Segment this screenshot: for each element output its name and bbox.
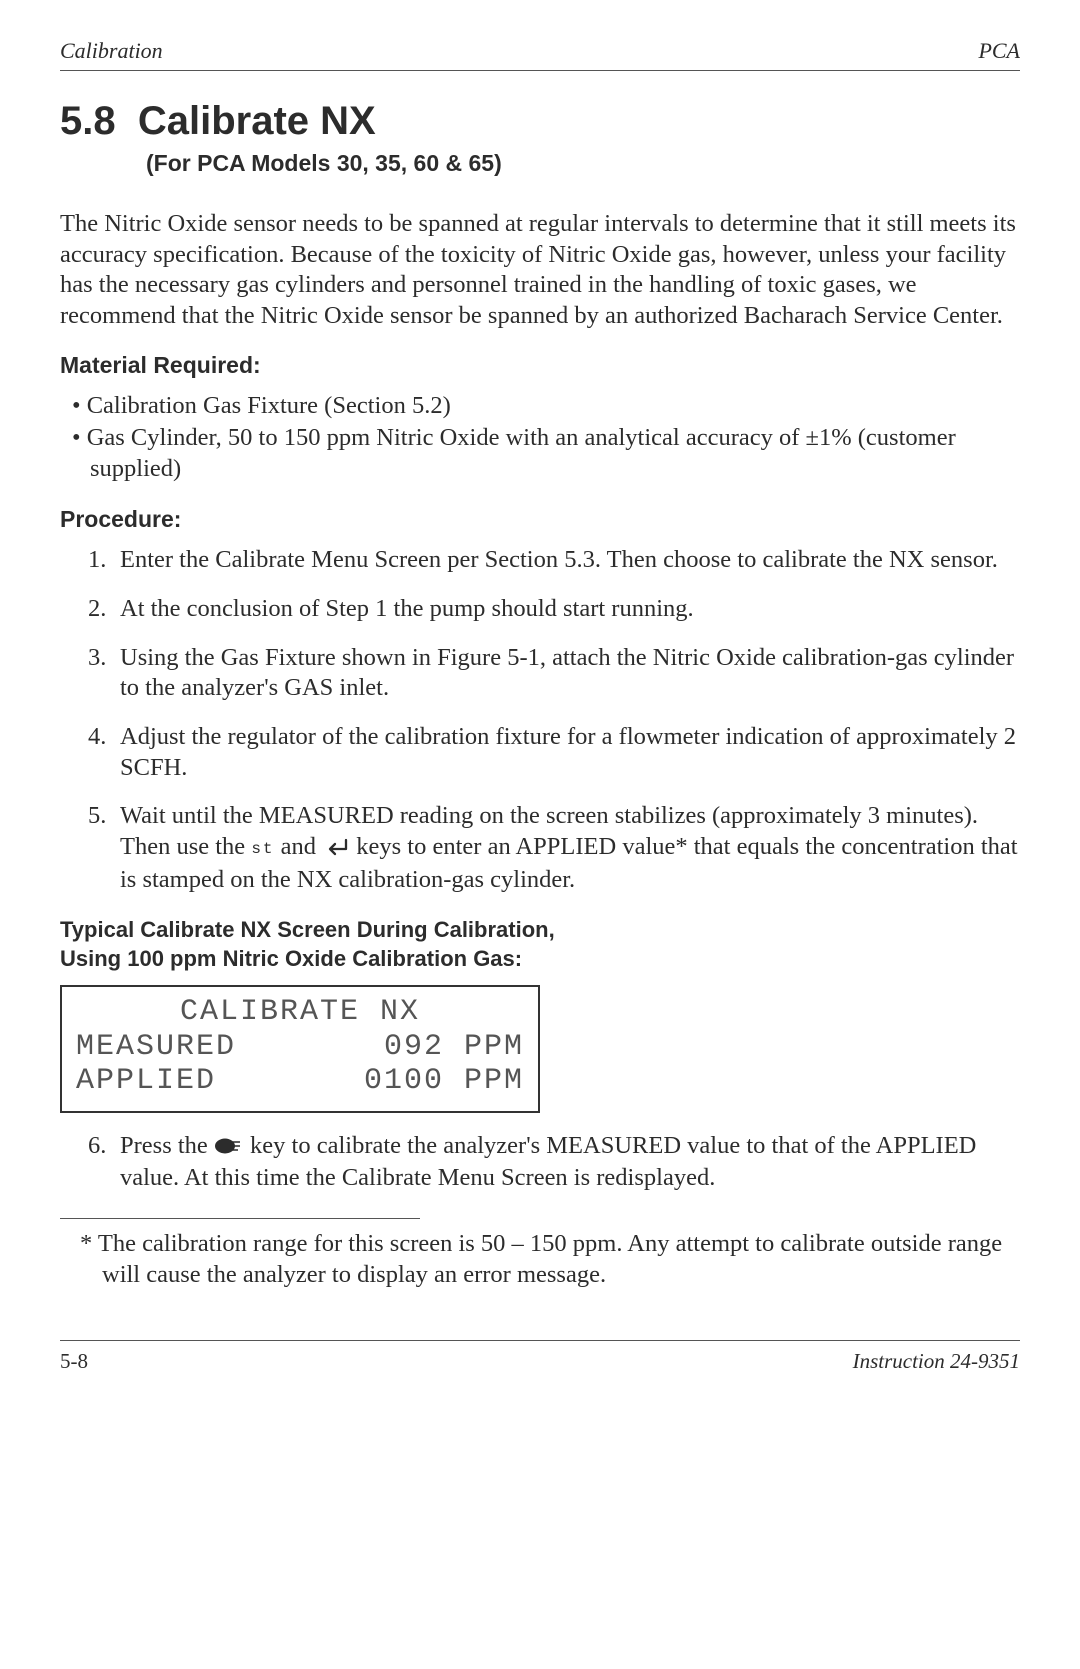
intro-paragraph: The Nitric Oxide sensor needs to be span… [60,209,1020,332]
header-right: PCA [978,38,1020,64]
list-item: Enter the Calibrate Menu Screen per Sect… [60,545,1020,576]
page-footer: 5-8 Instruction 24-9351 [60,1349,1020,1374]
lcd-value: 0100 PPM [364,1064,524,1099]
header-left: Calibration [60,38,163,64]
lcd-row: MEASURED 092 PPM [76,1030,524,1065]
lcd-label: MEASURED [76,1030,236,1065]
lcd-title: CALIBRATE NX [76,995,524,1030]
step5-mid: and [275,833,323,860]
lcd-label: APPLIED [76,1064,216,1099]
list-item: At the conclusion of Step 1 the pump sho… [60,594,1020,625]
procedure-list: Enter the Calibrate Menu Screen per Sect… [60,545,1020,896]
lcd-screen: CALIBRATE NX MEASURED 092 PPM APPLIED 01… [60,985,540,1113]
calibrate-key-icon [214,1133,244,1164]
materials-heading: Material Required: [60,352,1020,379]
list-item: Adjust the regulator of the calibration … [60,722,1020,783]
step6: 6. Press the key to calibrate the analyz… [60,1131,1020,1194]
caption-line2: Using 100 ppm Nitric Oxide Calibration G… [60,946,522,971]
up-down-key-icon: st [251,840,274,858]
list-item: Using the Gas Fixture shown in Figure 5-… [60,643,1020,704]
section-subtitle: (For PCA Models 30, 35, 60 & 65) [146,150,1020,177]
list-item: Gas Cylinder, 50 to 150 ppm Nitric Oxide… [60,423,1020,484]
enter-key-icon [322,835,350,866]
step6-pre: Press the [120,1132,214,1159]
list-item: Wait until the MEASURED reading on the s… [60,801,1020,896]
list-item: Calibration Gas Fixture (Section 5.2) [60,391,1020,422]
procedure-heading: Procedure: [60,506,1020,533]
footnote: * The calibration range for this screen … [60,1229,1020,1290]
screen-caption: Typical Calibrate NX Screen During Calib… [60,916,1020,973]
footnote-rule [60,1218,420,1219]
lcd-row: APPLIED 0100 PPM [76,1064,524,1099]
instruction-number: Instruction 24-9351 [853,1349,1020,1374]
section-number: 5.8 [60,99,116,143]
page-header: Calibration PCA [60,38,1020,71]
page-number: 5-8 [60,1349,88,1374]
footer-rule [60,1340,1020,1341]
step6-number: 6. [88,1131,120,1162]
lcd-value: 092 PPM [384,1030,524,1065]
caption-line1: Typical Calibrate NX Screen During Calib… [60,917,555,942]
step6-post: key to calibrate the analyzer's MEASURED… [120,1132,976,1192]
section-name: Calibrate NX [138,99,376,143]
materials-list: Calibration Gas Fixture (Section 5.2) Ga… [60,391,1020,485]
section-title: 5.8 Calibrate NX [60,99,1020,144]
